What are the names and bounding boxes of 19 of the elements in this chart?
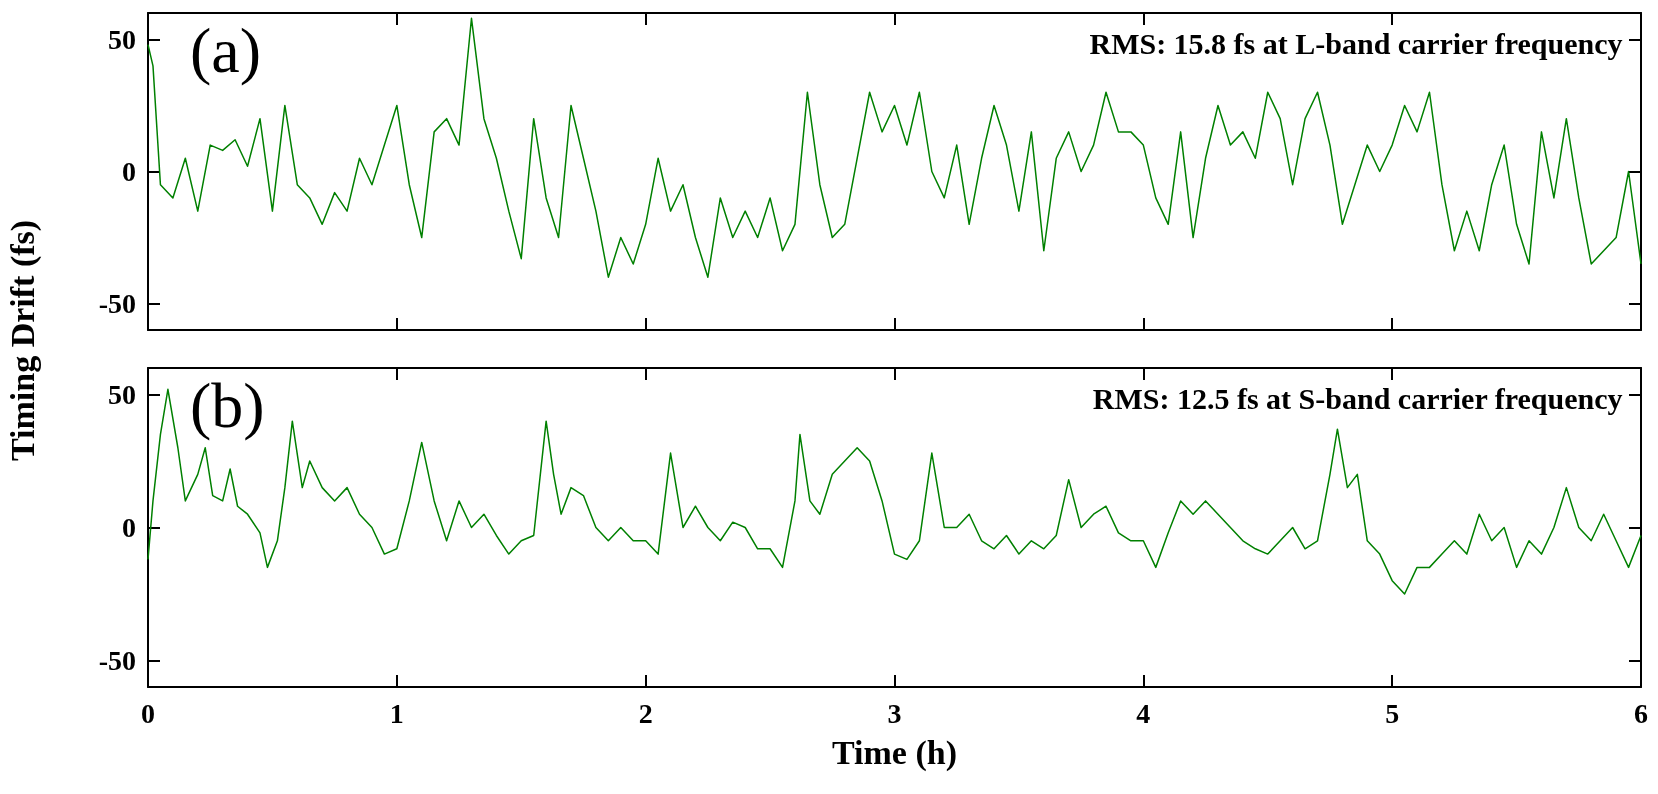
- x-tick-label: 3: [887, 697, 902, 729]
- x-tick-label: 5: [1385, 697, 1400, 729]
- x-tick-label: 2: [638, 697, 653, 729]
- x-tick-label: 1: [389, 697, 404, 729]
- annotation: RMS: 12.5 fs at S-band carrier frequency: [1092, 381, 1623, 415]
- y-tick-label: 0: [122, 156, 136, 187]
- annotation: (b): [190, 369, 265, 441]
- annotation: (a): [190, 14, 262, 86]
- y-axis-title: Timing Drift (fs): [4, 219, 42, 461]
- x-axis-title: Time (h): [832, 733, 957, 772]
- y-tick-label: 50: [108, 23, 136, 55]
- y-tick-label: 0: [122, 512, 136, 543]
- line-series: [147, 17, 1642, 278]
- y-tick-label: -50: [98, 288, 136, 320]
- x-tick-label: 6: [1634, 697, 1648, 729]
- annotation: RMS: 15.8 fs at L-band carrier frequency: [1089, 26, 1623, 60]
- x-tick-label: 4: [1136, 697, 1151, 729]
- y-tick-label: 50: [108, 379, 136, 411]
- y-tick-label: -50: [98, 644, 136, 676]
